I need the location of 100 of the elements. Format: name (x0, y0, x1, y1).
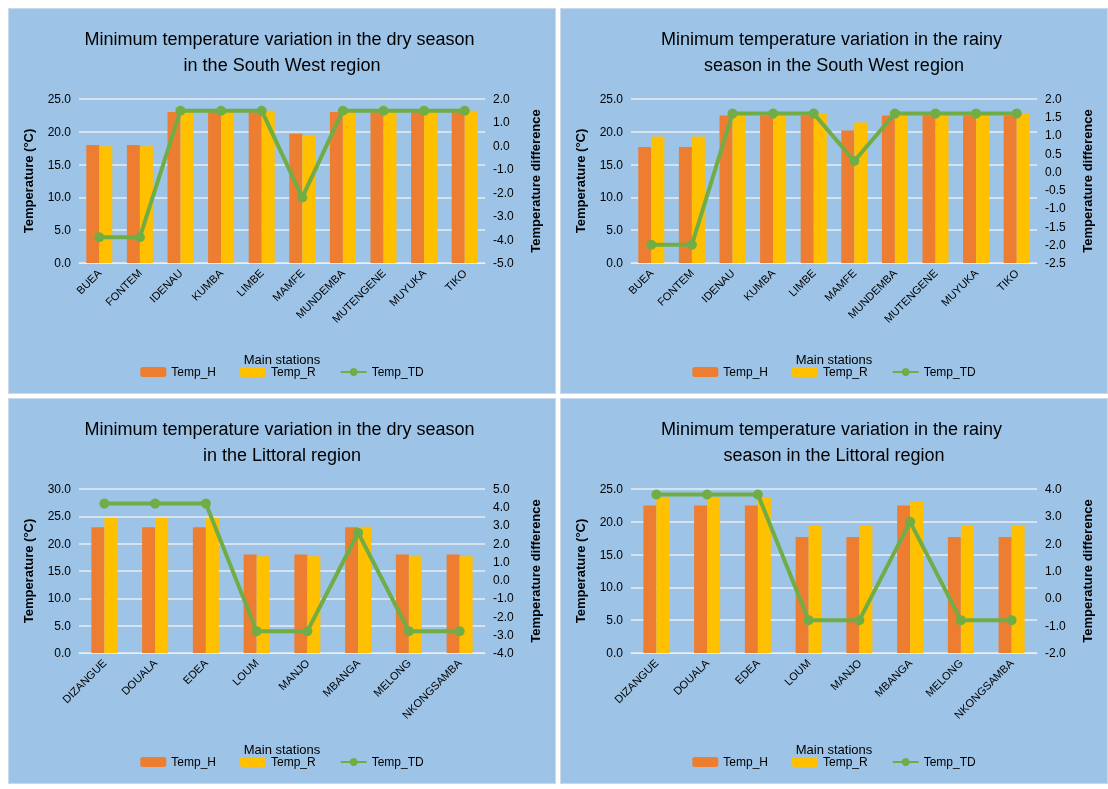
bar (757, 497, 771, 653)
y-tick-label: 0.0 (606, 256, 624, 270)
bar (383, 110, 397, 263)
y-tick-label: 15.0 (47, 157, 72, 172)
point (150, 498, 161, 509)
y2-tick-label: -2.0 (493, 185, 514, 200)
y2-tick-label: 4.0 (493, 500, 511, 515)
bar (976, 114, 990, 263)
bar (192, 527, 206, 653)
bar (922, 115, 936, 263)
legend-label: Temp_TD (923, 755, 977, 769)
y-tick-label: 10.0 (599, 580, 624, 595)
bar (86, 144, 100, 263)
x-axis-title: Main stations (243, 742, 321, 757)
y2-tick-label: 0.0 (1045, 164, 1063, 179)
point (854, 615, 865, 626)
bar (329, 112, 343, 263)
y-tick-label: 20.0 (599, 124, 624, 139)
bar (289, 133, 303, 263)
point (297, 192, 308, 203)
point (251, 626, 262, 637)
y2-tick-label: -3.0 (493, 627, 514, 642)
bar (651, 136, 665, 263)
point (419, 105, 430, 116)
y2-tick-label: 2.0 (493, 536, 511, 551)
y2-tick-label: -2.0 (1045, 646, 1066, 660)
y2-tick-label: 1.0 (1045, 564, 1063, 578)
y2-tick-label: -1.5 (1045, 219, 1066, 234)
bar (707, 497, 721, 653)
point (99, 498, 110, 509)
bar (1011, 525, 1025, 653)
y2-tick-label: 1.0 (493, 554, 511, 569)
point (175, 105, 186, 116)
point (955, 615, 966, 626)
y2-tick-label: -4.0 (493, 646, 514, 660)
point (803, 615, 814, 626)
bar (91, 527, 105, 653)
y-tick-label: 5.0 (606, 613, 624, 628)
point (1011, 108, 1022, 119)
bar (678, 146, 692, 263)
bar (208, 112, 222, 263)
bar (424, 110, 438, 263)
y2-tick-label: 1.0 (493, 115, 511, 130)
legend-label: Temp_H (723, 365, 768, 379)
bar (294, 554, 308, 653)
bar (345, 527, 359, 653)
bar (881, 115, 895, 263)
point (889, 108, 900, 119)
y-tick-label: 15.0 (599, 157, 624, 172)
bar (142, 527, 156, 653)
y-tick-label: 25.0 (47, 92, 72, 106)
y2-tick-label: -1.0 (493, 591, 514, 606)
y2-tick-label: -1.0 (493, 162, 514, 177)
y2-tick-label: 1.0 (1045, 128, 1063, 143)
point (378, 105, 389, 116)
bar (963, 115, 977, 263)
y-axis-title: Temperature (°C) (21, 518, 36, 624)
point (808, 108, 819, 119)
bar (760, 115, 774, 263)
chart-title: Minimum temperature variation in the dry season in the South West region (84, 29, 480, 75)
y2-tick-label: -1.0 (1045, 201, 1066, 216)
bar (302, 135, 316, 263)
bar (800, 115, 814, 263)
y2-tick-label: -2.0 (1045, 237, 1066, 252)
point (768, 108, 779, 119)
bar (910, 502, 924, 653)
x-axis-title: Main stations (795, 352, 873, 367)
point (727, 108, 738, 119)
point (646, 239, 657, 250)
bar (643, 505, 657, 653)
point (702, 489, 713, 500)
chart-title: Minimum temperature variation in the rainy season in the Littoral region (660, 419, 1008, 465)
y-tick-label: 5.0 (606, 223, 624, 238)
legend-label: Temp_R (822, 365, 869, 379)
y-tick-label: 5.0 (54, 618, 72, 633)
point (216, 105, 227, 116)
bar (459, 556, 473, 653)
y-tick-label: 20.0 (47, 536, 72, 551)
y2-tick-label: 3.0 (1045, 509, 1063, 524)
point (302, 626, 313, 637)
bar (126, 144, 140, 263)
bar (719, 115, 733, 263)
y2-tick-label: 1.5 (1045, 110, 1063, 125)
bar (998, 536, 1012, 653)
point (930, 108, 941, 119)
point (459, 105, 470, 116)
bar (104, 517, 118, 653)
y-axis-title: Temperature (°C) (21, 128, 36, 234)
bar (99, 146, 113, 263)
chart-title: Minimum temperature variation in the rainy season in the South West region (660, 29, 1008, 75)
bar (656, 497, 670, 653)
bar (935, 114, 949, 263)
bar (408, 556, 422, 653)
y2-tick-label: 3.0 (493, 518, 511, 533)
bar (451, 112, 465, 263)
y2-tick-label: 0.0 (1045, 591, 1063, 606)
legend-label: Temp_H (723, 755, 768, 769)
y-tick-label: 25.0 (47, 509, 72, 524)
point (1006, 615, 1017, 626)
legend-label: Temp_H (171, 365, 216, 379)
